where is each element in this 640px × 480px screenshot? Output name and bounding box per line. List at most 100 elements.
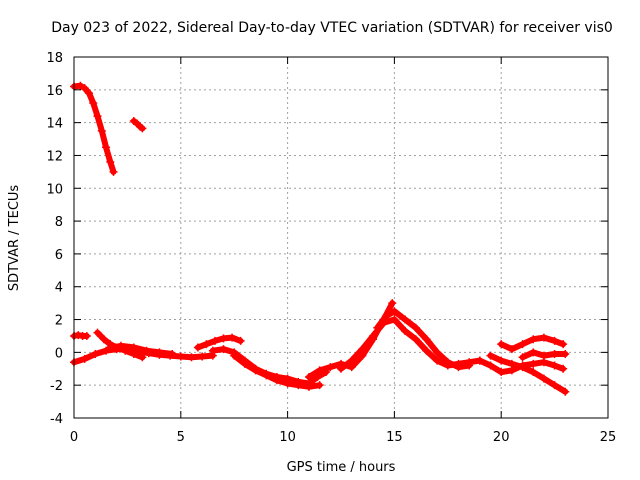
data-point-marker [390,315,399,324]
data-point-marker [315,381,324,390]
data-point-marker [251,366,260,375]
x-tick-label: 5 [177,430,185,445]
data-point-marker [422,346,431,355]
data-point-marker [104,345,113,354]
data-point-marker [475,356,484,365]
y-tick-labels: -4 -2 0 2 4 6 8 10 12 14 16 18 [46,51,63,427]
data-point-marker [401,315,410,324]
data-point-marker [91,350,100,359]
data-point-marker [443,358,452,367]
data-point-marker [168,350,177,359]
x-tick-label: 15 [386,430,403,445]
data-point-marker [539,351,548,360]
data-point-marker [240,359,249,368]
data-point-marker [109,167,118,176]
data-point-marker [230,351,239,360]
y-tick-label: -2 [50,379,63,394]
data-point-marker [294,381,303,390]
y-tick-label: 4 [55,281,63,296]
data-point-marker [304,382,313,391]
y-tick-label: 8 [55,215,63,230]
data-point-marker [202,340,211,349]
data-point-marker [347,356,356,365]
data-point-marker [550,350,559,359]
data-point-marker [559,364,568,373]
x-tick-label: 10 [279,430,296,445]
series-trace [71,82,117,175]
y-tick-label: 0 [55,346,63,361]
data-point-marker [208,346,217,355]
series-arc-15 [497,333,568,354]
series-arc-14 [486,351,570,396]
data-point-marker [559,340,568,349]
x-tick-label: 0 [70,430,78,445]
series-arc-9 [230,351,324,391]
data-point-marker [539,374,548,383]
data-point-marker [304,372,313,381]
series-trace [374,308,473,371]
x-axis-label: GPS time / hours [287,460,396,475]
data-point-marker [80,84,89,93]
x-tick-label: 25 [600,430,617,445]
data-point-marker [550,336,559,345]
data-point-marker [97,126,106,135]
y-axis-label: SDTVAR / TECUs [7,185,22,292]
data-point-marker [193,343,202,352]
data-point-marker [486,361,495,370]
data-point-marker [497,340,506,349]
data-point-marker [219,334,228,343]
data-point-marker [283,379,292,388]
data-point-marker [82,331,91,340]
data-point-marker [411,335,420,344]
data-point-marker [550,381,559,390]
data-point-marker [358,345,367,354]
data-point-marker [373,323,382,332]
data-point-marker [507,359,516,368]
data-point-marker [561,387,570,396]
data-point-marker [187,353,196,362]
series-trace [306,300,396,380]
data-point-marker [93,112,102,121]
data-point-marker [176,352,185,361]
data-point-marker [433,348,442,357]
data-point-marker [142,346,151,355]
data-point-marker [411,323,420,332]
data-point-marker [106,158,115,167]
series-arc-6 [104,341,177,359]
data-point-marker [518,353,527,362]
x-tick-label: 20 [493,430,510,445]
data-point-marker [486,351,495,360]
y-tick-label: 14 [46,117,63,132]
y-tick-label: 2 [55,314,63,329]
series-trace [194,334,244,351]
data-point-marker [228,333,237,342]
data-point-marker [401,327,410,336]
data-point-marker [454,363,463,372]
data-point-marker [561,350,570,359]
series-arc-12 [373,307,474,372]
series-arc-3 [70,331,91,340]
data-point-marker [529,348,538,357]
data-point-marker [219,345,228,354]
data-point-marker [507,345,516,354]
data-point-marker [236,336,245,345]
data-point-marker [390,307,399,316]
data-point-marker [198,352,207,361]
series-arc-1 [70,81,118,176]
x-tick-labels: 0 5 10 15 20 25 [70,430,616,445]
plot-frame [73,56,609,419]
series-trace [130,118,146,132]
y-tick-label: 10 [46,182,63,197]
data-point-marker [138,124,147,133]
chart-title: Day 023 of 2022, Sidereal Day-to-day VTE… [51,20,613,36]
data-point-marker [89,98,98,107]
data-point-marker [129,343,138,352]
grid-lines [74,57,608,418]
data-series [70,81,570,396]
y-tick-label: 16 [46,84,63,99]
data-point-marker [99,335,108,344]
data-point-marker [539,333,548,342]
data-point-marker [497,356,506,365]
data-point-marker [381,312,390,321]
